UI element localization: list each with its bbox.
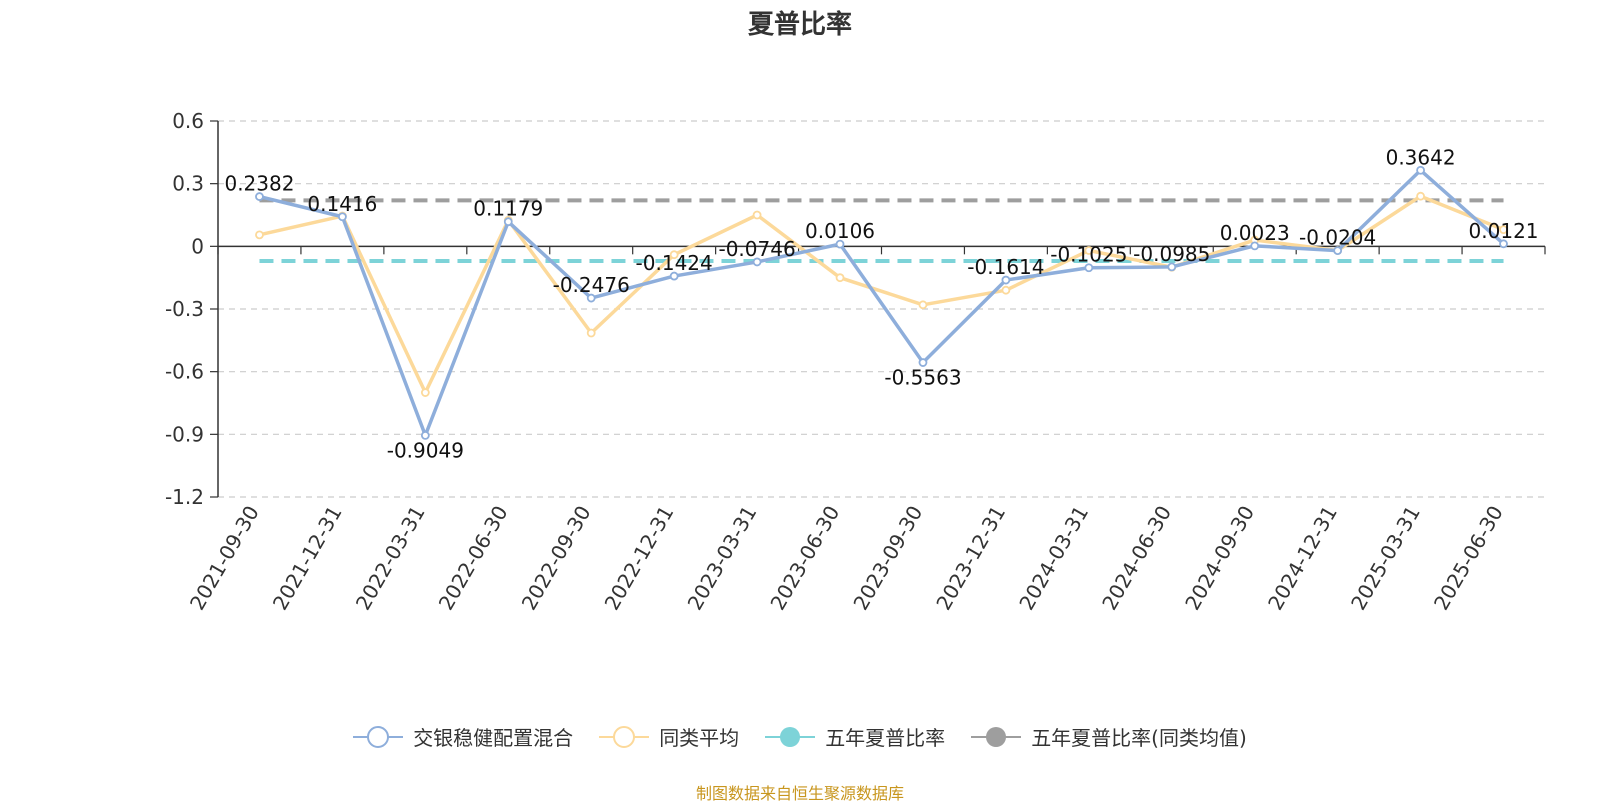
data-label: 0.0023 — [1220, 221, 1290, 245]
x-tick-label: 2022-12-31 — [600, 502, 679, 615]
fund-point — [255, 192, 264, 201]
legend-label-peer-average: 同类平均 — [659, 726, 740, 750]
peer-average-point — [420, 388, 430, 397]
legend-label-fund: 交银稳健配置混合 — [413, 726, 574, 750]
peer-average-point — [1499, 225, 1508, 235]
legend-item-peer-average[interactable]: 同类平均 — [599, 722, 739, 751]
fund-point — [669, 271, 679, 281]
data-label: -0.9049 — [387, 438, 464, 462]
data-labels: 0.23820.1416-0.90490.1179-0.2476-0.1424-… — [224, 145, 1538, 462]
peer-average-line — [259, 194, 1505, 395]
x-tick-label: 2024-12-31 — [1263, 502, 1342, 615]
fund-point — [1084, 263, 1094, 273]
data-label: 0.2382 — [224, 172, 294, 196]
x-tick-label: 2024-03-31 — [1014, 502, 1093, 615]
fund-point — [1001, 275, 1011, 285]
legend-marker-five-year — [765, 726, 816, 747]
peer-average-point — [1001, 285, 1011, 295]
data-label: -0.0746 — [718, 237, 795, 261]
fund-point — [1250, 241, 1260, 251]
chart-title: 夏普比率 — [747, 10, 852, 40]
x-tick-label: 2022-09-30 — [517, 502, 596, 615]
legend-item-five-year[interactable]: 五年夏普比率 — [765, 722, 945, 751]
y-tick-label: -0.3 — [165, 297, 204, 321]
data-label: -0.0204 — [1299, 226, 1376, 250]
x-tick-label: 2023-09-30 — [848, 502, 927, 615]
y-tick-label: 0 — [191, 234, 204, 258]
data-label: 0.1179 — [473, 197, 543, 221]
fund-point — [1416, 165, 1425, 175]
legend-label-five-year-peer: 五年夏普比率(同类均值) — [1031, 726, 1247, 750]
legend-item-five-year-peer[interactable]: 五年夏普比率(同类均值) — [971, 722, 1247, 751]
data-label: 0.1416 — [307, 192, 377, 216]
grid-layer — [218, 120, 1545, 498]
peer-average-point — [669, 250, 679, 260]
fund-point — [1333, 246, 1343, 255]
y-tick-label: 0.3 — [172, 172, 204, 196]
data-label: 0.0106 — [805, 219, 875, 243]
x-tick-label: 2023-06-30 — [765, 502, 844, 615]
fund-point — [835, 239, 845, 249]
source-note: 制图数据来自恒生聚源数据库 — [695, 784, 904, 803]
legend-marker-fund — [353, 725, 404, 748]
data-label: -0.2476 — [553, 273, 630, 297]
data-label: -0.1025 — [1050, 243, 1127, 267]
legend-marker-peer-average — [599, 725, 650, 748]
x-tick-label: 2024-09-30 — [1180, 502, 1259, 615]
x-tick-label: 2024-06-30 — [1097, 502, 1176, 615]
fund-point — [586, 293, 596, 303]
peer-average-point — [255, 230, 264, 240]
series-layer — [255, 165, 1508, 440]
x-tick-label: 2022-03-31 — [351, 502, 430, 615]
fund-point — [1499, 239, 1508, 249]
data-label: -0.1424 — [636, 251, 713, 275]
y-tick-label: -1.2 — [165, 485, 204, 509]
peer-average-point — [1416, 191, 1425, 201]
fund-point — [420, 430, 430, 440]
x-tick-label: 2023-03-31 — [683, 502, 762, 615]
peer-average-point — [835, 273, 845, 283]
reference-lines — [259, 198, 1504, 263]
legend: 交银稳健配置混合 同类平均 五年夏普比率 五年夏普比率(同类均值) — [0, 722, 1600, 751]
data-label: -0.0985 — [1133, 242, 1210, 266]
fund-point — [752, 257, 762, 267]
x-tick-label: 2025-06-30 — [1429, 502, 1508, 615]
data-label: 0.0121 — [1469, 219, 1539, 243]
y-tick-label: -0.9 — [165, 422, 204, 446]
fund-point — [918, 358, 928, 367]
legend-item-fund[interactable]: 交银稳健配置混合 — [353, 722, 573, 751]
x-tick-label: 2021-12-31 — [268, 502, 347, 615]
y-tick-label: 0.6 — [172, 109, 204, 133]
data-label: -0.5563 — [884, 366, 961, 390]
peer-average-point — [752, 210, 762, 220]
peer-average-point — [586, 328, 596, 338]
legend-marker-five-year-peer — [971, 726, 1022, 747]
x-tick-label: 2025-03-31 — [1346, 502, 1425, 615]
data-label: 0.3642 — [1386, 145, 1456, 169]
fund-point — [338, 212, 347, 222]
x-tick-label: 2023-12-31 — [931, 502, 1010, 615]
fund-point — [503, 217, 513, 227]
fund-line — [259, 168, 1505, 438]
fund-point — [1167, 262, 1177, 272]
peer-average-point — [1084, 246, 1094, 255]
peer-average-point — [918, 300, 928, 310]
x-tick-label: 2022-06-30 — [434, 502, 513, 615]
legend-label-five-year: 五年夏普比率 — [825, 726, 946, 750]
data-label: -0.1614 — [967, 255, 1044, 279]
y-tick-label: -0.6 — [165, 360, 204, 384]
x-tick-label: 2021-09-30 — [185, 502, 264, 615]
